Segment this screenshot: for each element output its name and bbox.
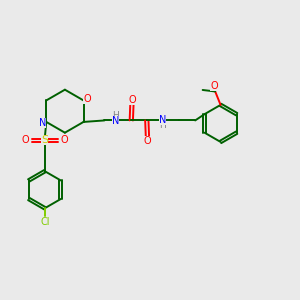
Text: O: O — [144, 136, 151, 146]
Text: O: O — [210, 81, 218, 91]
Text: O: O — [61, 135, 68, 146]
Text: N: N — [159, 115, 166, 125]
Text: O: O — [83, 94, 91, 104]
Text: H: H — [159, 121, 166, 130]
Text: S: S — [41, 135, 48, 146]
Text: N: N — [112, 116, 119, 126]
Text: Cl: Cl — [40, 217, 50, 227]
Text: O: O — [21, 135, 29, 146]
Text: H: H — [112, 111, 119, 120]
Text: O: O — [128, 94, 136, 104]
Text: N: N — [39, 118, 46, 128]
